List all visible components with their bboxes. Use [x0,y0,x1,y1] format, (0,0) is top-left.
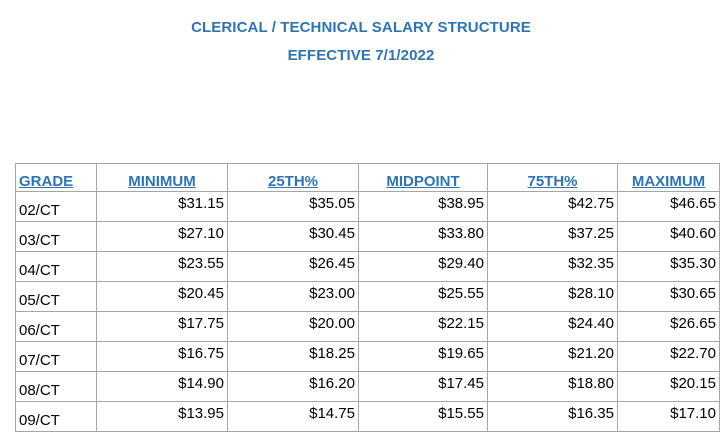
maximum-cell: $40.60 [617,221,720,252]
column-header-25th: 25TH% [227,163,359,192]
grade-cell: 05/CT [15,281,97,312]
25th-cell: $16.20 [227,371,359,402]
75th-cell: $24.40 [487,311,618,342]
minimum-cell: $16.75 [96,341,228,372]
maximum-cell: $22.70 [617,341,720,372]
25th-cell: $26.45 [227,251,359,282]
75th-cell: $21.20 [487,341,618,372]
minimum-cell: $20.45 [96,281,228,312]
minimum-cell: $13.95 [96,401,228,432]
midpoint-cell: $38.95 [358,191,488,222]
25th-cell: $35.05 [227,191,359,222]
minimum-cell: $14.90 [96,371,228,402]
grade-cell: 08/CT [15,371,97,402]
table-row: 03/CT $27.10 $30.45 $33.80 $37.25 $40.60 [15,221,720,252]
75th-cell: $18.80 [487,371,618,402]
grade-cell: 02/CT [15,191,97,222]
table-row: 08/CT $14.90 $16.20 $17.45 $18.80 $20.15 [15,371,720,402]
midpoint-cell: $29.40 [358,251,488,282]
table-row: 06/CT $17.75 $20.00 $22.15 $24.40 $26.65 [15,311,720,342]
25th-cell: $30.45 [227,221,359,252]
minimum-cell: $31.15 [96,191,228,222]
table-row: 07/CT $16.75 $18.25 $19.65 $21.20 $22.70 [15,341,720,372]
page-title: CLERICAL / TECHNICAL SALARY STRUCTURE [191,19,531,36]
table-row: 09/CT $13.95 $14.75 $15.55 $16.35 $17.10 [15,401,720,432]
25th-cell: $20.00 [227,311,359,342]
75th-cell: $37.25 [487,221,618,252]
grade-cell: 04/CT [15,251,97,282]
effective-date: EFFECTIVE 7/1/2022 [287,47,435,64]
midpoint-cell: $17.45 [358,371,488,402]
table-row: 02/CT $31.15 $35.05 $38.95 $42.75 $46.65 [15,191,720,222]
midpoint-cell: $33.80 [358,221,488,252]
25th-cell: $23.00 [227,281,359,312]
maximum-cell: $30.65 [617,281,720,312]
column-header-grade: GRADE [15,163,97,192]
75th-cell: $16.35 [487,401,618,432]
column-header-midpoint: MIDPOINT [358,163,488,192]
maximum-cell: $35.30 [617,251,720,282]
25th-cell: $18.25 [227,341,359,372]
grade-cell: 06/CT [15,311,97,342]
midpoint-cell: $22.15 [358,311,488,342]
minimum-cell: $17.75 [96,311,228,342]
column-header-maximum: MAXIMUM [617,163,720,192]
column-header-minimum: MINIMUM [96,163,228,192]
25th-cell: $14.75 [227,401,359,432]
minimum-cell: $27.10 [96,221,228,252]
grade-cell: 07/CT [15,341,97,372]
minimum-cell: $23.55 [96,251,228,282]
column-header-75th: 75TH% [487,163,618,192]
grade-cell: 09/CT [15,401,97,432]
salary-table: GRADE MINIMUM 25TH% MIDPOINT 75TH% MAXIM… [15,163,720,432]
75th-cell: $42.75 [487,191,618,222]
table-row: 05/CT $20.45 $23.00 $25.55 $28.10 $30.65 [15,281,720,312]
midpoint-cell: $25.55 [358,281,488,312]
midpoint-cell: $19.65 [358,341,488,372]
75th-cell: $28.10 [487,281,618,312]
maximum-cell: $20.15 [617,371,720,402]
maximum-cell: $17.10 [617,401,720,432]
grade-cell: 03/CT [15,221,97,252]
table-header-row: GRADE MINIMUM 25TH% MIDPOINT 75TH% MAXIM… [15,163,720,192]
midpoint-cell: $15.55 [358,401,488,432]
table-row: 04/CT $23.55 $26.45 $29.40 $32.35 $35.30 [15,251,720,282]
75th-cell: $32.35 [487,251,618,282]
maximum-cell: $26.65 [617,311,720,342]
maximum-cell: $46.65 [617,191,720,222]
